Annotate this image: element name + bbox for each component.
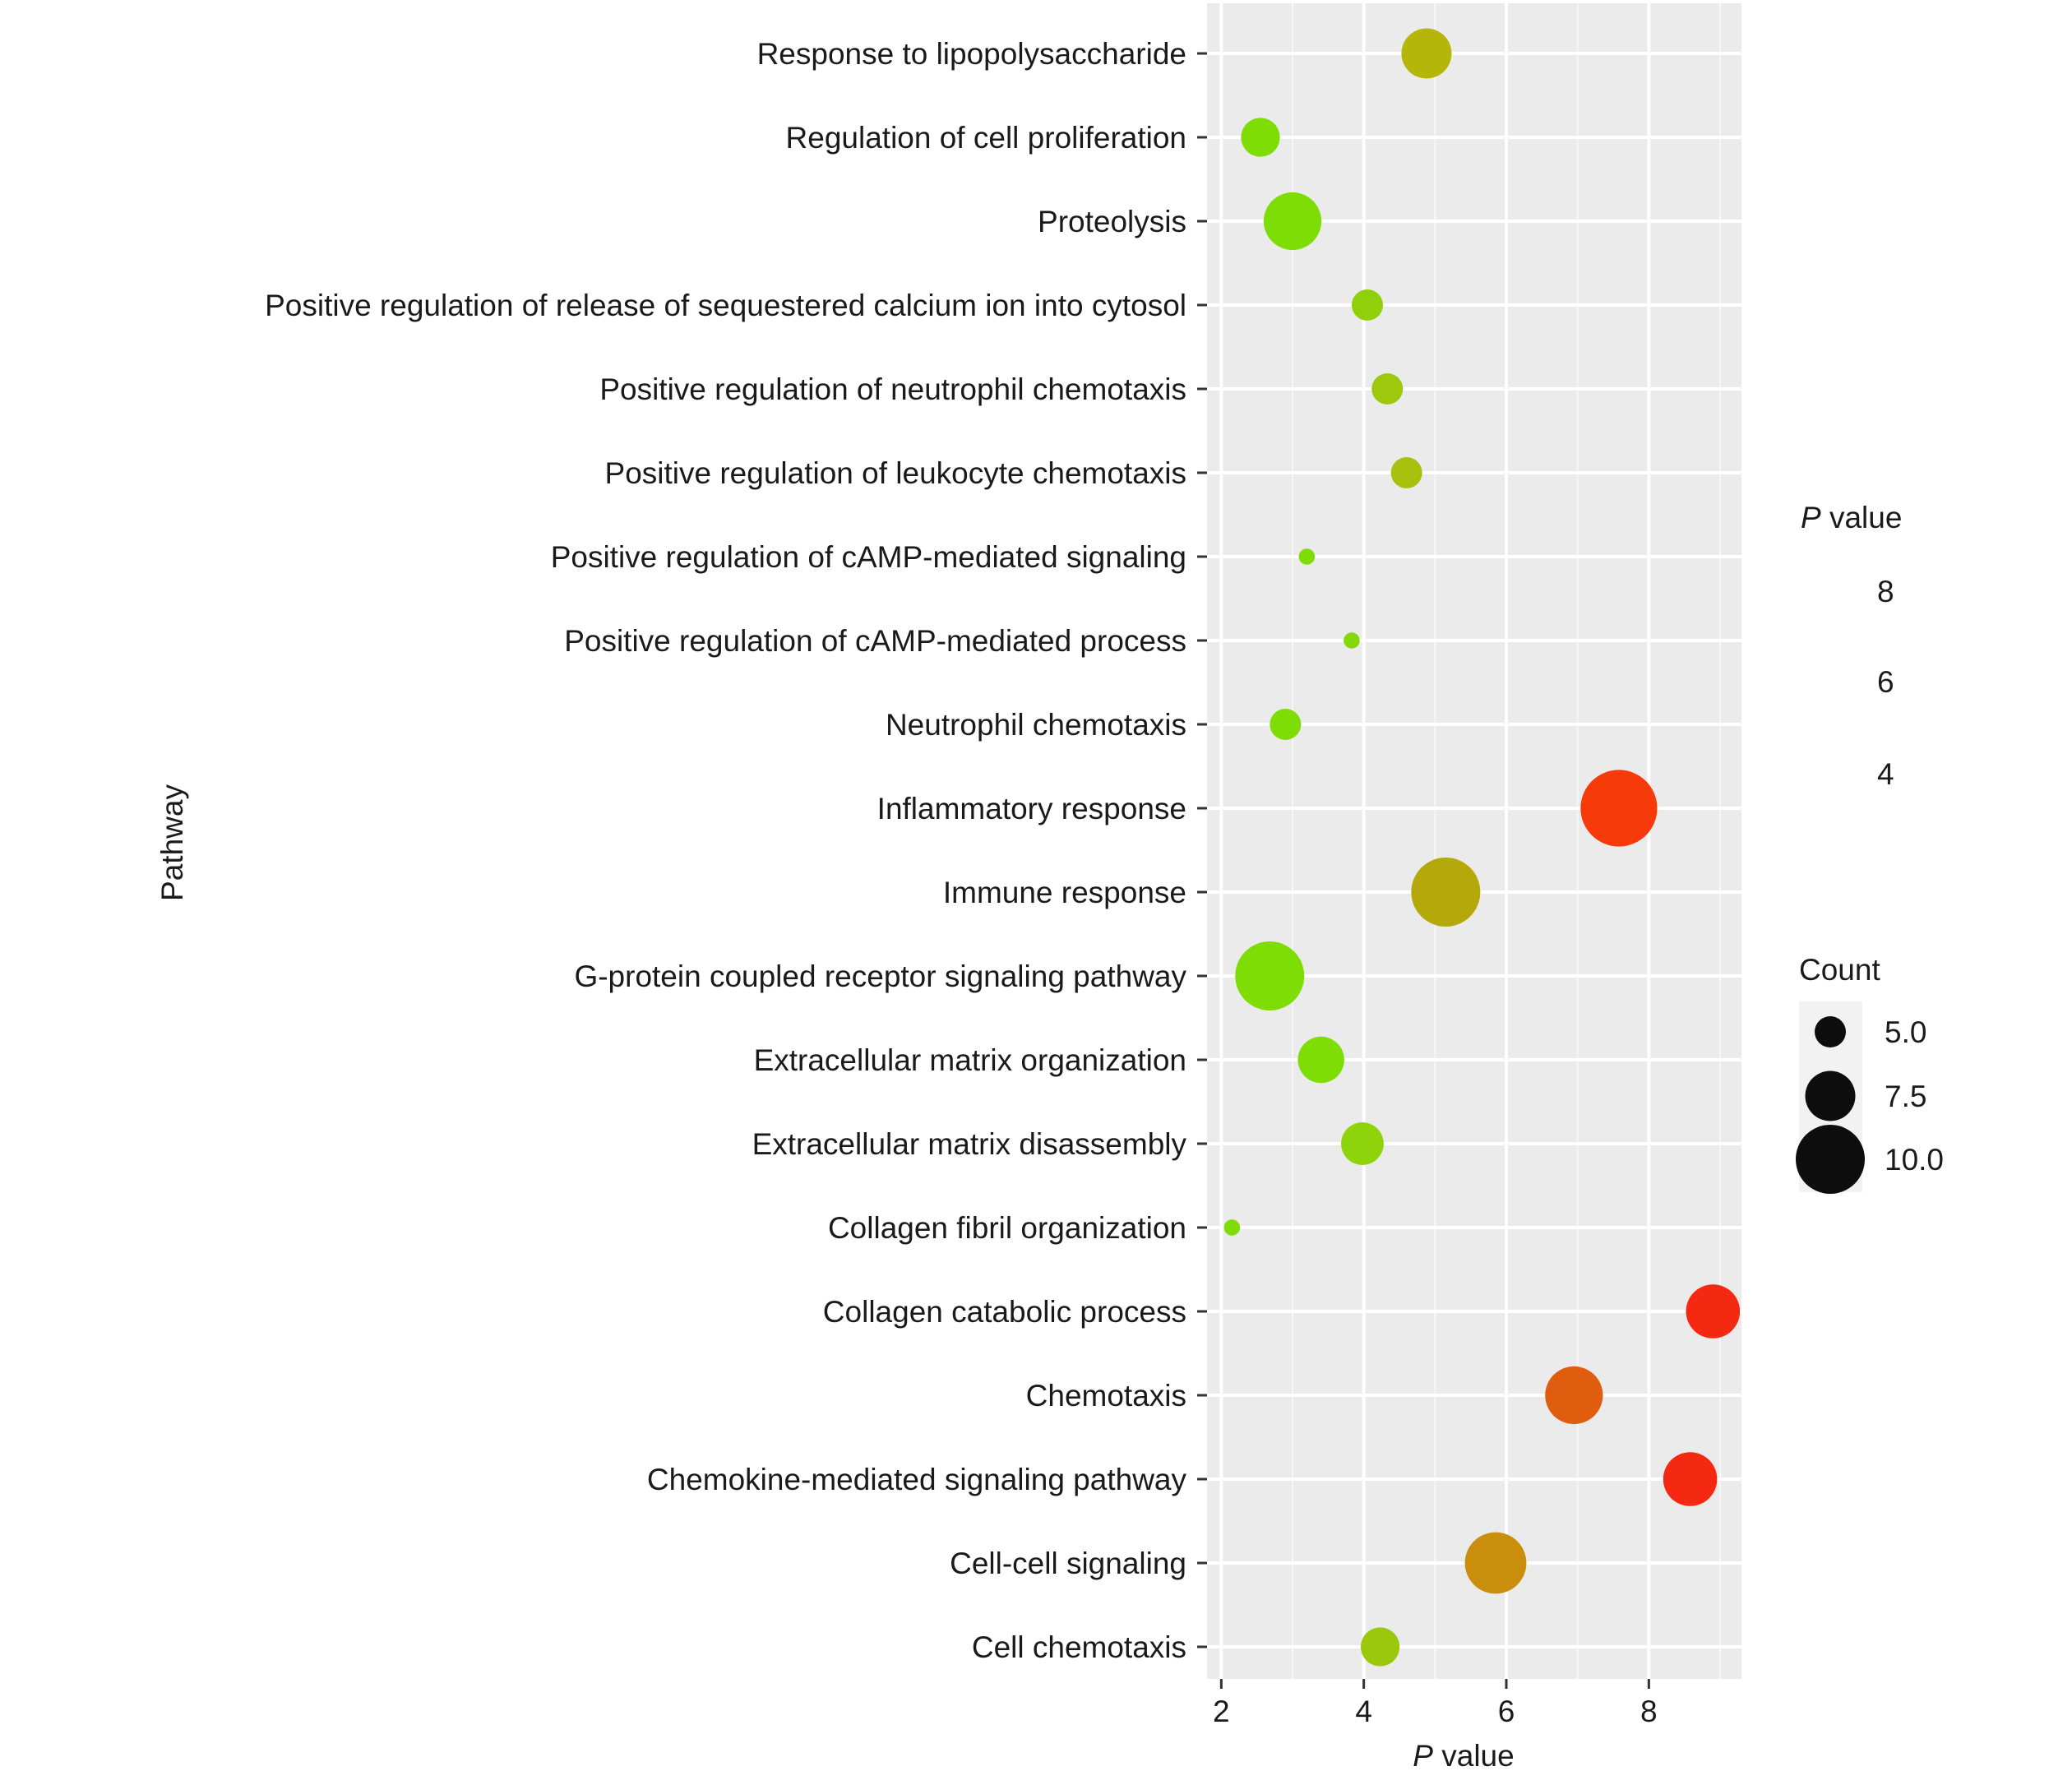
x-tick-label: 8 bbox=[1640, 1695, 1658, 1728]
y-category-label: Proteolysis bbox=[1038, 205, 1186, 238]
size-legend: Count 5.0 7.5 10.0 bbox=[1796, 953, 1944, 1194]
data-point bbox=[1270, 709, 1302, 740]
data-point bbox=[1411, 858, 1481, 927]
y-category-label: Neutrophil chemotaxis bbox=[886, 708, 1186, 742]
size-legend-label: 7.5 bbox=[1885, 1080, 1926, 1113]
x-tick-label: 6 bbox=[1498, 1695, 1515, 1728]
data-point bbox=[1344, 632, 1360, 649]
data-point bbox=[1686, 1284, 1741, 1339]
size-legend-title: Count bbox=[1799, 953, 1880, 987]
y-category-label: Chemotaxis bbox=[1026, 1379, 1186, 1413]
data-point bbox=[1401, 28, 1452, 79]
y-category-label: Cell-cell signaling bbox=[950, 1547, 1186, 1580]
color-legend: P value 8 6 4 bbox=[1801, 501, 1902, 791]
data-point bbox=[1241, 118, 1280, 157]
y-category-label: Immune response bbox=[943, 876, 1186, 909]
data-point bbox=[1361, 1627, 1400, 1667]
y-axis-title: Pathway bbox=[155, 784, 189, 901]
size-legend-label: 5.0 bbox=[1885, 1015, 1926, 1049]
y-category-label: Positive regulation of release of seques… bbox=[265, 289, 1186, 322]
x-axis-title: P value bbox=[1413, 1739, 1514, 1771]
size-legend-key bbox=[1796, 1125, 1865, 1194]
data-point bbox=[1235, 941, 1305, 1010]
data-point bbox=[1223, 1219, 1241, 1236]
x-tick-label: 4 bbox=[1355, 1695, 1372, 1728]
data-point bbox=[1464, 1532, 1527, 1594]
data-point bbox=[1263, 192, 1322, 251]
x-tick-label: 2 bbox=[1213, 1695, 1230, 1728]
data-point bbox=[1297, 1036, 1344, 1084]
plot-panel bbox=[1207, 3, 1741, 1679]
data-point bbox=[1298, 548, 1316, 565]
data-point bbox=[1371, 373, 1404, 405]
y-category-label: Collagen fibril organization bbox=[828, 1211, 1186, 1245]
size-legend-key bbox=[1815, 1016, 1846, 1047]
data-point bbox=[1580, 770, 1658, 847]
y-category-label: Response to lipopolysaccharide bbox=[757, 37, 1186, 71]
y-category-label: Positive regulation of neutrophil chemot… bbox=[599, 372, 1186, 406]
data-point bbox=[1341, 1122, 1384, 1165]
data-points bbox=[1223, 28, 1741, 1667]
color-legend-label: 8 bbox=[1877, 575, 1894, 608]
color-legend-label: 4 bbox=[1877, 757, 1894, 791]
grid-lines bbox=[1207, 3, 1741, 1679]
y-category-label: Positive regulation of cAMP-mediated sig… bbox=[551, 540, 1186, 574]
data-point bbox=[1545, 1366, 1603, 1425]
y-category-label: Inflammatory response bbox=[877, 792, 1186, 825]
y-category-label: Extracellular matrix organization bbox=[754, 1043, 1186, 1077]
y-category-label: G-protein coupled receptor signaling pat… bbox=[574, 959, 1186, 993]
size-legend-label: 10.0 bbox=[1885, 1143, 1944, 1177]
y-category-label: Chemokine-mediated signaling pathway bbox=[647, 1463, 1187, 1496]
y-category-label: Positive regulation of leukocyte chemota… bbox=[605, 456, 1186, 490]
color-legend-title: P value bbox=[1801, 501, 1902, 534]
data-point bbox=[1352, 289, 1383, 321]
y-axis-category-labels: Response to lipopolysaccharide Regulation… bbox=[265, 37, 1186, 1664]
y-category-label: Extracellular matrix disassembly bbox=[752, 1127, 1187, 1161]
y-category-label: Cell chemotaxis bbox=[972, 1630, 1186, 1664]
data-point bbox=[1390, 457, 1422, 488]
size-legend-key bbox=[1805, 1070, 1856, 1121]
color-legend-label: 6 bbox=[1877, 665, 1894, 699]
axis-ticks bbox=[1197, 52, 1650, 1689]
y-category-label: Positive regulation of cAMP-mediated pro… bbox=[564, 624, 1186, 658]
x-axis-tick-labels: 2 4 6 8 bbox=[1213, 1695, 1658, 1728]
y-category-label: Collagen catabolic process bbox=[823, 1295, 1186, 1329]
data-point bbox=[1663, 1452, 1718, 1506]
y-category-label: Regulation of cell proliferation bbox=[786, 121, 1186, 155]
